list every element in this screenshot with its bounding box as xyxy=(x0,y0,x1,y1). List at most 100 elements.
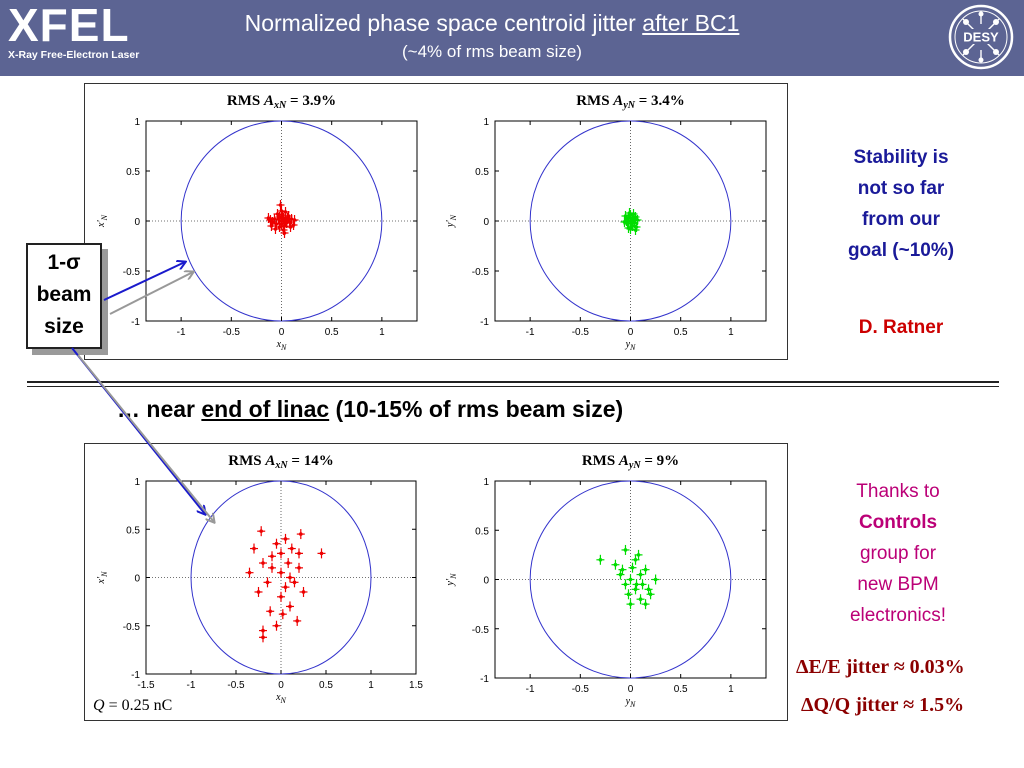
y-tick-label: 0 xyxy=(483,217,489,228)
data-point-dot xyxy=(256,590,261,594)
plot-title: RMS AyN = 9% xyxy=(582,453,679,471)
x-tick-label: -1 xyxy=(526,327,535,338)
y-axis-label: y'N xyxy=(445,573,458,587)
data-point-dot xyxy=(623,582,628,587)
plot-title: RMS AxN = 14% xyxy=(228,453,333,471)
y-tick-label: 1 xyxy=(483,477,489,488)
data-point-dot xyxy=(261,628,265,633)
data-point-dot xyxy=(279,595,283,599)
x-tick-label: -1 xyxy=(177,327,186,338)
data-point-dot xyxy=(279,551,283,556)
slide-title: Normalized phase space centroid jitter a… xyxy=(160,10,824,36)
data-point xyxy=(632,579,641,590)
data-point-dot xyxy=(281,612,285,616)
x-tick-label: 0.5 xyxy=(674,327,688,338)
section-heading-suffix: (10-15% of rms beam size) xyxy=(329,396,624,422)
data-point xyxy=(281,215,290,225)
stability-line: not so far xyxy=(857,178,945,199)
data-point xyxy=(286,572,294,583)
data-point xyxy=(287,543,296,554)
y-tick-label: -0.5 xyxy=(123,267,141,278)
data-point-dot xyxy=(648,592,653,597)
data-point xyxy=(628,562,637,573)
data-point-dot xyxy=(299,532,303,536)
y-tick-label: 0.5 xyxy=(126,525,140,536)
x-tick-label: 1 xyxy=(728,327,734,338)
data-point xyxy=(272,538,281,549)
data-point-dot xyxy=(297,566,301,570)
data-point xyxy=(281,533,290,544)
y-tick-label: 1 xyxy=(483,117,489,128)
data-point-dot xyxy=(638,597,643,601)
charge-label: Q = 0.25 nC xyxy=(93,697,172,714)
data-point-dot xyxy=(640,582,645,587)
data-point xyxy=(621,579,630,590)
x-tick-label: 1 xyxy=(728,684,734,695)
thanks-line: electronics! xyxy=(849,605,947,626)
data-point xyxy=(280,228,289,238)
data-point-dot xyxy=(636,553,641,557)
data-point xyxy=(278,609,287,620)
data-point xyxy=(276,200,285,210)
data-point-dot xyxy=(275,212,280,216)
data-point xyxy=(634,549,643,560)
data-point-dot xyxy=(266,216,271,220)
data-point xyxy=(245,567,254,578)
data-point xyxy=(299,586,308,597)
data-point xyxy=(631,225,640,235)
data-point xyxy=(636,594,645,605)
data-point xyxy=(257,526,266,537)
data-point-dot xyxy=(268,609,272,614)
x-axis-label: xN xyxy=(275,692,286,705)
data-point xyxy=(624,223,633,233)
top-plot-panel: -1 -0.5 0 0.5 1 -1 -0.5 0 0.5 1 xN x'N RMS AxN = 3.9… xyxy=(84,83,788,360)
desy-logo-text: DESY xyxy=(963,30,999,45)
data-point xyxy=(296,529,305,540)
x-tick-label: -0.5 xyxy=(227,680,245,691)
data-point-dot xyxy=(628,602,633,606)
data-point-dot xyxy=(618,572,623,577)
plot-title: RMS AxN = 3.9% xyxy=(227,93,336,111)
data-point-dot xyxy=(286,214,291,218)
data-point-dot xyxy=(261,561,265,565)
beam-label: beam xyxy=(36,283,92,306)
x-tick-label: 0 xyxy=(628,684,634,695)
x-tick-label: 1.5 xyxy=(409,680,423,691)
data-point xyxy=(254,586,263,597)
data-point xyxy=(277,591,285,602)
data-point-dot xyxy=(273,227,278,231)
author-note: D. Ratner xyxy=(858,317,944,338)
y-tick-label: 0 xyxy=(134,574,140,585)
xfel-logo-subtitle: X-Ray Free-Electron Laser xyxy=(8,49,140,61)
y-tick-label: -1 xyxy=(131,317,140,328)
data-point xyxy=(624,589,633,600)
title-prefix: Normalized phase space centroid jitter xyxy=(244,10,643,36)
data-point xyxy=(275,212,284,222)
section-divider-bottom xyxy=(27,386,999,387)
x-tick-label: 0 xyxy=(278,680,284,691)
data-point-dot xyxy=(626,226,631,230)
data-point-dot xyxy=(270,554,274,559)
data-point-dot xyxy=(279,570,283,575)
x-tick-label: 1 xyxy=(379,327,385,338)
beam-size-label-box: 1-σ beam size xyxy=(26,243,102,349)
data-point xyxy=(290,215,299,225)
data-point xyxy=(626,599,635,610)
arrow-to-bottom-circle-shadow xyxy=(77,354,214,522)
data-point xyxy=(284,558,293,569)
data-point-dot xyxy=(278,203,283,207)
data-point xyxy=(295,562,303,573)
data-point-dot xyxy=(292,218,297,222)
data-point-dot xyxy=(297,551,301,556)
data-point xyxy=(259,625,267,636)
y-axis-label: x'N xyxy=(96,571,109,585)
y-tick-label: 1 xyxy=(134,477,140,488)
slide-subtitle: (~4% of rms beam size) xyxy=(402,42,582,61)
thanks-line: group for xyxy=(859,543,937,564)
y-tick-label: 0.5 xyxy=(475,526,489,537)
data-point-dot xyxy=(283,585,288,589)
data-point xyxy=(259,558,267,569)
data-point xyxy=(277,548,285,559)
